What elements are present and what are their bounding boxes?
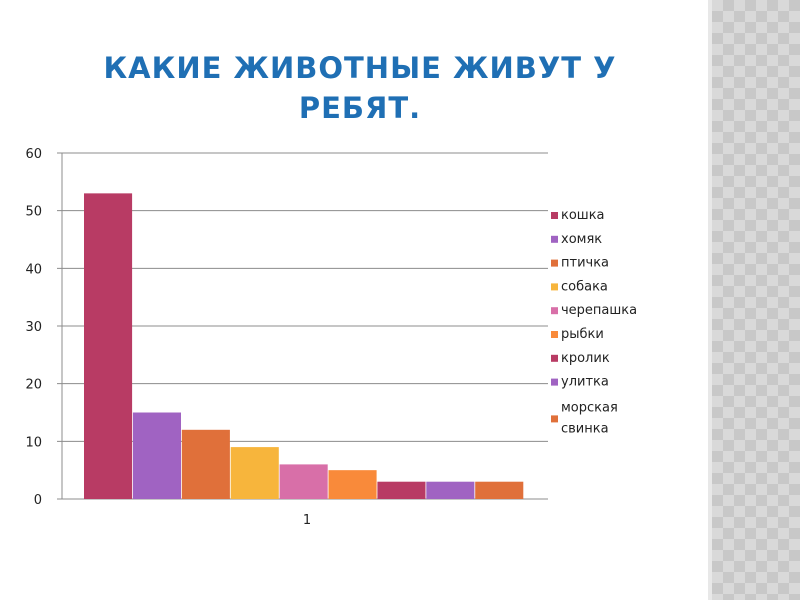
- legend-swatch-3: [551, 259, 558, 267]
- decorative-edge: [708, 0, 712, 600]
- y-tick-label-20: 20: [25, 378, 42, 393]
- legend-swatch-9: [551, 415, 558, 423]
- bar-5: [279, 464, 328, 499]
- bar-3: [181, 429, 230, 499]
- legend-label-6: рыбки: [561, 327, 604, 342]
- legend-swatch-5: [551, 307, 558, 315]
- slide-title: КАКИЕ ЖИВОТНЫЕ ЖИВУТ У РЕБЯТ.: [103, 51, 617, 125]
- legend-label-4: собака: [561, 279, 608, 294]
- legend-label-5: черепашка: [561, 303, 637, 318]
- legend-label-8: улитка: [561, 375, 609, 390]
- bar-1: [84, 193, 133, 499]
- y-tick-label-0: 0: [34, 493, 42, 508]
- bar-8: [426, 481, 475, 499]
- legend-label-2: хомяк: [561, 232, 602, 247]
- legend-label-7: кролик: [561, 351, 610, 366]
- legend-swatch-2: [551, 235, 558, 243]
- x-category-label: 1: [303, 513, 311, 528]
- y-tick-label-30: 30: [25, 320, 42, 335]
- legend-swatch-6: [551, 331, 558, 338]
- bar-9: [475, 481, 524, 499]
- legend-swatch-7: [551, 354, 558, 362]
- decorative-pattern-strip: [712, 0, 800, 600]
- y-tick-label-60: 60: [25, 147, 42, 162]
- legend-swatch-1: [551, 212, 558, 219]
- y-tick-label-40: 40: [25, 262, 42, 277]
- bar-2: [132, 412, 181, 499]
- legend-label-3: птичка: [561, 256, 609, 271]
- y-tick-label-50: 50: [25, 205, 42, 220]
- legend-label-9: морская свинка: [561, 400, 618, 436]
- legend-swatch-8: [551, 378, 558, 386]
- bar-7: [377, 481, 426, 499]
- legend-label-1: кошка: [561, 208, 605, 223]
- bar-6: [328, 470, 377, 499]
- y-tick-label-10: 10: [25, 435, 42, 450]
- legend-swatch-4: [551, 283, 558, 291]
- bar-4: [230, 447, 279, 499]
